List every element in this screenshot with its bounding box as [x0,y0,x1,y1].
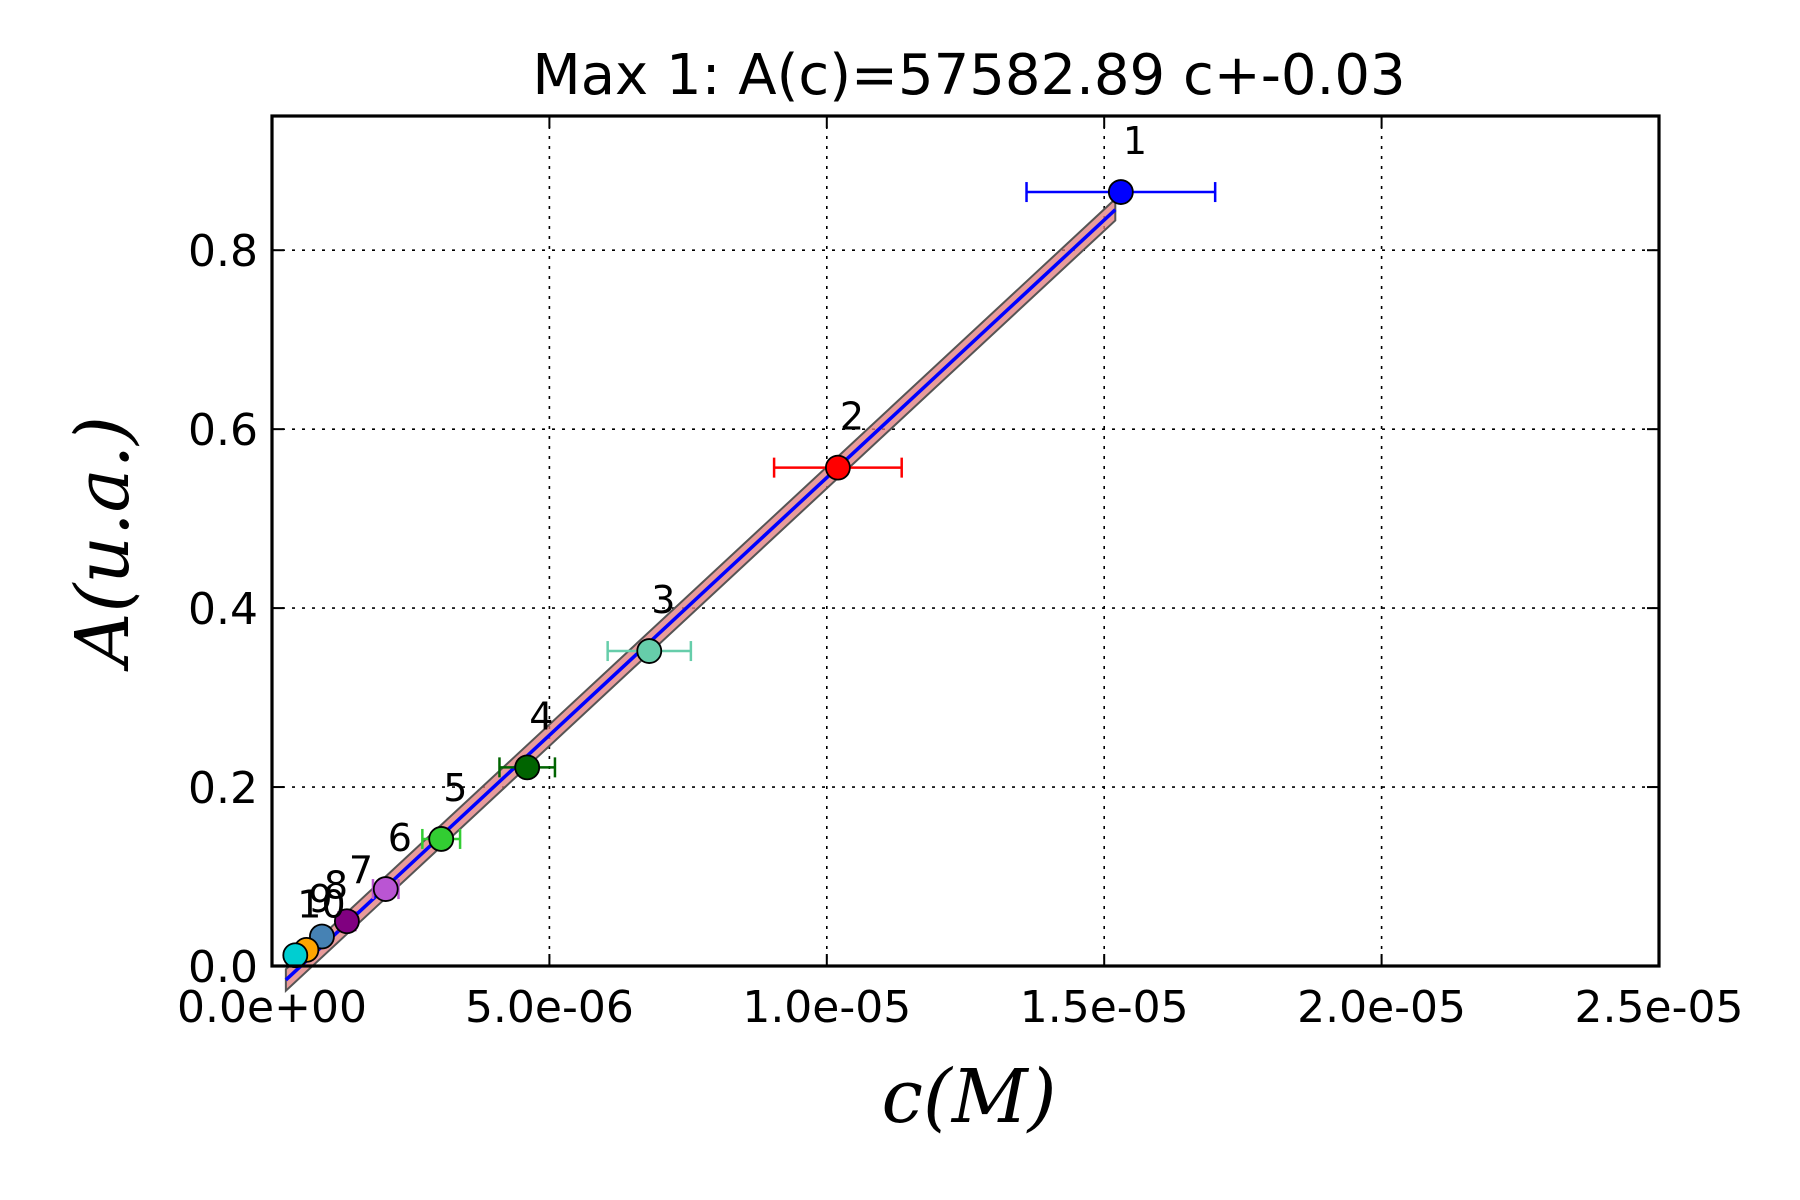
point-label: 4 [529,694,553,738]
x-tick-label: 2.0e-05 [1297,982,1466,1033]
y-axis: 0.0 0.2 0.4 0.6 0.8 [188,226,1659,993]
data-point [636,638,663,664]
x-tick-label: 5.0e-06 [465,982,634,1033]
data-point [514,754,541,781]
data-point [824,454,851,481]
point-label: 6 [388,816,412,860]
y-tick-label: 0.0 [188,942,258,993]
y-axis-label: A(u.a.) [60,416,146,672]
x-tick-label: 1.5e-05 [1020,982,1189,1033]
point-label: 5 [443,766,467,810]
plot-frame [270,114,1661,968]
chart-title: Max 1: A(c)=57582.89 c+-0.03 [532,43,1405,108]
y-tick-label: 0.8 [188,226,258,277]
x-tick-label: 2.5e-05 [1575,982,1744,1033]
data-points [282,179,1134,969]
point-label: 3 [651,578,675,622]
x-tick-label: 1.0e-05 [742,982,911,1033]
data-point [282,942,309,969]
point-label: 10 [297,882,345,926]
point-label: 2 [840,395,864,439]
x-axis-label: c(M) [882,1054,1057,1140]
x-tick-label: 0.0e+00 [177,982,367,1033]
y-tick-label: 0.4 [188,584,258,635]
data-point [1107,179,1134,205]
y-tick-label: 0.6 [188,405,258,456]
point-label: 1 [1123,119,1147,163]
point-label: 9 [308,877,332,921]
y-tick-label: 0.2 [188,763,258,814]
data-point [428,826,455,852]
data-point [372,876,399,902]
data-point [333,908,360,935]
point-label: 8 [324,863,348,907]
fit-line [284,208,1117,982]
point-label: 7 [349,848,373,892]
x-axis: 0.0e+00 5.0e-06 1.0e-05 1.5e-05 2.0e-05 2.5e-… [177,116,1743,1033]
